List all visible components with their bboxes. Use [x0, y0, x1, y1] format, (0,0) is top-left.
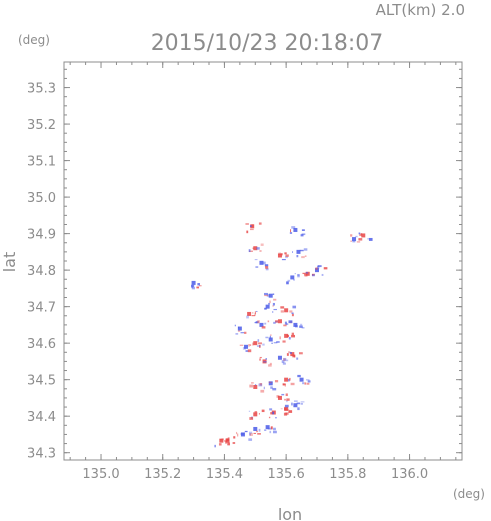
y-tick-label: 35.1: [27, 155, 56, 170]
echo-point: [249, 339, 265, 348]
echo-point: [280, 305, 297, 317]
echo-point: [292, 248, 308, 259]
echo-point: [358, 232, 373, 241]
echo-point: [249, 426, 261, 436]
echo-point: [246, 310, 258, 319]
x-tick-label: 135.2: [144, 467, 181, 482]
echo-point: [236, 430, 253, 441]
y-tick-label: 34.8: [27, 264, 56, 279]
echo-point: [249, 382, 265, 393]
echo-point: [254, 259, 269, 271]
echo-point: [279, 332, 295, 343]
x-tick-label: 135.8: [329, 467, 366, 482]
x-tick-label: 135.4: [206, 467, 243, 482]
echo-point: [264, 425, 277, 434]
altitude-label: ALT(km) 2.0: [376, 1, 465, 19]
y-tick-label: 35.3: [27, 82, 56, 97]
echo-point: [283, 404, 293, 416]
x-tick-label: 135.0: [82, 467, 119, 482]
echo-point: [276, 393, 290, 403]
echo-point: [239, 342, 254, 353]
x-tick-label: 135.6: [268, 467, 305, 482]
y-tick-label: 34.5: [27, 374, 56, 389]
echo-point: [282, 377, 295, 387]
echo-point: [254, 320, 270, 329]
echo-point: [265, 334, 280, 344]
echo-point: [263, 380, 279, 391]
echo-point: [312, 265, 328, 277]
echo-point: [277, 252, 289, 261]
echo-point: [259, 356, 272, 367]
echo-point: [277, 353, 289, 365]
echo-point: [248, 409, 265, 420]
x-axis-ticks: 135.0 135.2 135.4 135.6 135.8 136.0: [69, 62, 457, 482]
echo-point: [297, 374, 311, 385]
echo-point: [221, 436, 236, 445]
echo-point: [191, 280, 202, 290]
x-axis-label: lon: [278, 505, 302, 521]
y-axis-unit: (deg): [18, 33, 50, 47]
y-axis-label: lat: [0, 252, 19, 273]
y-tick-label: 34.7: [27, 301, 56, 316]
echo-point: [264, 302, 277, 313]
x-tick-label: 136.0: [391, 467, 428, 482]
echo-point: [245, 222, 262, 234]
echo-point: [291, 400, 305, 411]
chart-title: 2015/10/23 20:18:07: [151, 31, 384, 56]
y-tick-label: 34.3: [27, 447, 56, 462]
y-axis-ticks: 34.3 34.4 34.5 34.6 34.7 34.8 34.9 35.0 35.1 35.2…: [27, 68, 462, 462]
x-axis-unit: (deg): [453, 487, 485, 501]
y-tick-label: 34.6: [27, 337, 56, 352]
echo-point: [286, 273, 300, 285]
echo-point: [273, 319, 289, 327]
echo-points: [191, 222, 373, 448]
echo-point: [248, 243, 264, 253]
echo-point: [288, 351, 303, 360]
y-tick-label: 35.2: [27, 118, 56, 133]
y-tick-label: 34.9: [27, 228, 56, 243]
echo-point: [268, 408, 283, 419]
y-tick-label: 34.4: [27, 410, 56, 425]
y-tick-label: 35.0: [27, 191, 56, 206]
echo-point: [263, 292, 277, 304]
echo-point: [234, 324, 247, 335]
echo-point: [288, 320, 305, 329]
echo-point: [289, 226, 306, 237]
